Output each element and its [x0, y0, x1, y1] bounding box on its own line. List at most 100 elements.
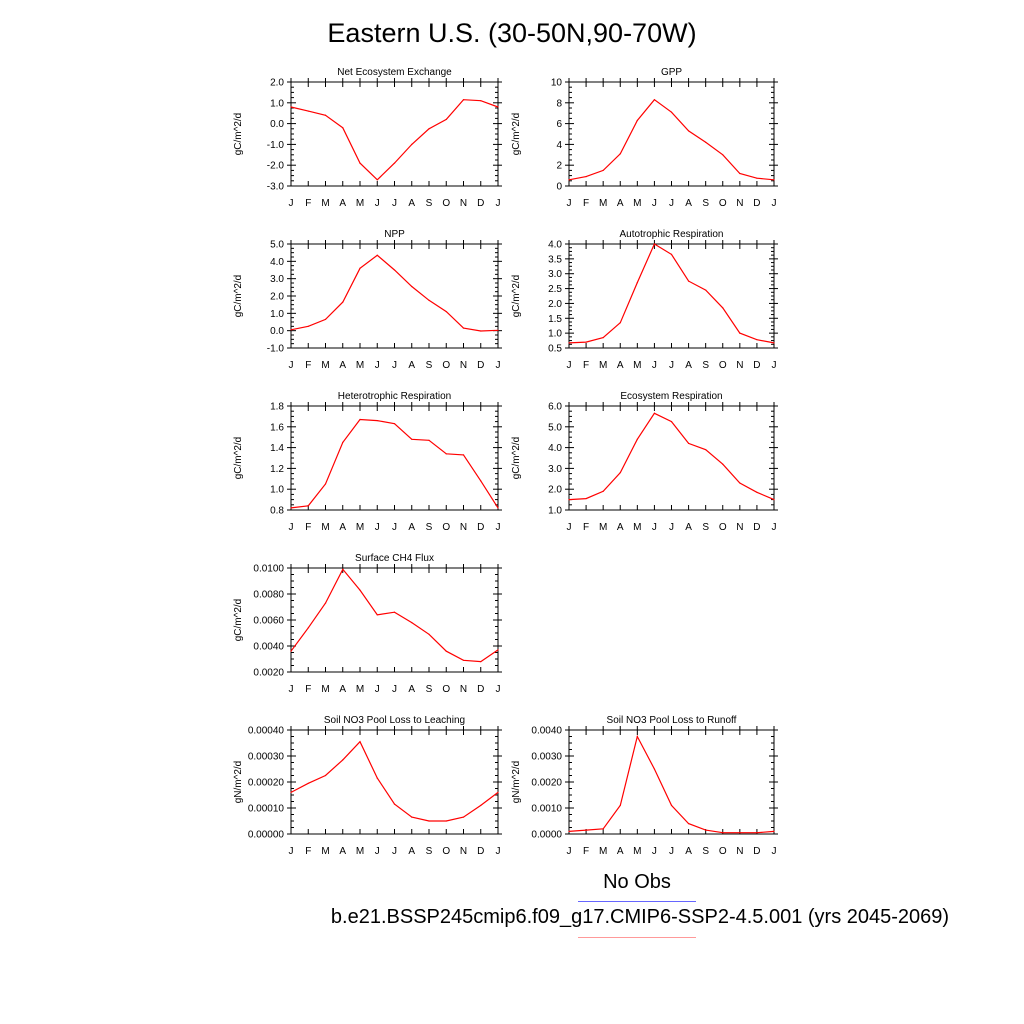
data-point	[602, 337, 604, 339]
y-tick-label: 0.00040	[248, 726, 285, 737]
data-point	[722, 154, 724, 156]
y-axis-label: gN/m^2/d	[233, 761, 244, 804]
plot-frame	[290, 405, 499, 511]
chart-panel: Surface CH4 Flux gC/m^2/d 0.0100 0.0080 0.00…	[233, 553, 502, 695]
data-point	[480, 661, 482, 663]
y-tick-label: 0.00020	[248, 778, 285, 789]
x-tick-label: J	[496, 198, 501, 209]
data-point	[497, 106, 499, 108]
x-tick-label: J	[567, 198, 572, 209]
data-point	[602, 169, 604, 171]
data-point	[462, 454, 465, 456]
x-tick-label: J	[567, 846, 572, 857]
y-tick-label: 1.0	[270, 98, 284, 109]
plot-frame	[568, 729, 775, 835]
y-tick-label: 0.0040	[253, 642, 284, 653]
data-point	[568, 179, 570, 181]
x-tick-label: J	[652, 198, 657, 209]
x-tick-label: O	[442, 198, 450, 209]
x-tick-label: A	[339, 198, 346, 209]
data-point	[705, 449, 707, 451]
data-point	[342, 301, 344, 303]
chart-title: Soil NO3 Pool Loss to Runoff	[607, 715, 737, 726]
x-tick-label: J	[375, 846, 380, 857]
data-point	[636, 438, 638, 440]
x-tick-label: N	[460, 846, 467, 857]
data-point	[687, 823, 690, 825]
x-tick-label: J	[392, 360, 397, 371]
x-tick-label: F	[305, 522, 311, 533]
x-tick-label: S	[702, 522, 709, 533]
x-tick-label: M	[321, 522, 329, 533]
x-tick-label: F	[305, 360, 311, 371]
data-point	[722, 463, 724, 465]
y-tick-label: 4	[556, 140, 562, 151]
data-point	[445, 650, 447, 652]
data-point	[602, 490, 604, 492]
x-tick-label: J	[652, 360, 657, 371]
series-line	[568, 243, 775, 344]
x-tick-label: A	[408, 846, 415, 857]
series-line	[568, 412, 775, 501]
data-point	[290, 106, 292, 108]
data-point	[670, 111, 673, 113]
x-tick-label: O	[442, 360, 450, 371]
data-point	[290, 650, 292, 652]
x-tick-label: M	[633, 846, 641, 857]
x-tick-label: D	[477, 522, 484, 533]
data-point	[290, 329, 292, 331]
y-tick-label: 0.0	[270, 119, 284, 130]
y-tick-label: 2.0	[548, 485, 562, 496]
series-line	[290, 740, 499, 822]
y-tick-label: 0.00030	[248, 752, 285, 763]
data-point	[411, 143, 413, 145]
x-tick-label: F	[305, 684, 311, 695]
y-tick-label: 0.0080	[253, 590, 284, 601]
plot-frame	[290, 729, 499, 835]
data-point	[756, 491, 758, 493]
data-point	[376, 179, 378, 181]
data-point	[497, 507, 499, 509]
x-tick-label: J	[392, 846, 397, 857]
data-point	[773, 830, 775, 833]
y-axis-label: gC/m^2/d	[233, 275, 244, 318]
x-tick-label: J	[289, 360, 294, 371]
x-tick-label: A	[339, 846, 346, 857]
x-tick-label: S	[702, 846, 709, 857]
data-point	[670, 804, 673, 807]
data-point	[687, 130, 690, 132]
x-tick-label: N	[460, 522, 467, 533]
y-tick-label: 0.0020	[531, 778, 562, 789]
chart-panel: Soil NO3 Pool Loss to Leaching gN/m^2/d 0.…	[233, 715, 502, 857]
x-tick-label: O	[719, 198, 727, 209]
y-axis-label: gC/m^2/d	[233, 113, 244, 156]
x-tick-label: A	[408, 360, 415, 371]
x-tick-label: M	[599, 198, 607, 209]
data-point	[445, 453, 447, 455]
y-tick-label: 5.0	[548, 422, 562, 433]
chart-title: GPP	[661, 67, 682, 78]
data-point	[359, 267, 361, 269]
data-point	[324, 318, 327, 320]
data-point	[568, 830, 570, 833]
x-tick-label: N	[460, 684, 467, 695]
y-tick-label: 2.0	[270, 78, 284, 89]
y-tick-label: 0.0100	[253, 564, 284, 575]
x-tick-label: N	[736, 360, 743, 371]
chart-panel: Soil NO3 Pool Loss to Runoff gN/m^2/d 0.00…	[511, 715, 778, 857]
data-point	[653, 412, 656, 414]
x-tick-label: D	[477, 684, 484, 695]
x-tick-label: J	[375, 360, 380, 371]
chart-title: Surface CH4 Flux	[355, 553, 434, 564]
x-tick-label: O	[719, 846, 727, 857]
x-tick-label: M	[356, 522, 364, 533]
data-point	[307, 627, 309, 629]
x-tick-label: J	[289, 846, 294, 857]
x-tick-label: A	[408, 522, 415, 533]
x-tick-label: F	[583, 360, 589, 371]
data-point	[393, 269, 396, 271]
y-tick-label: 0.0060	[253, 616, 284, 627]
x-tick-label: M	[599, 360, 607, 371]
data-point	[428, 820, 430, 822]
